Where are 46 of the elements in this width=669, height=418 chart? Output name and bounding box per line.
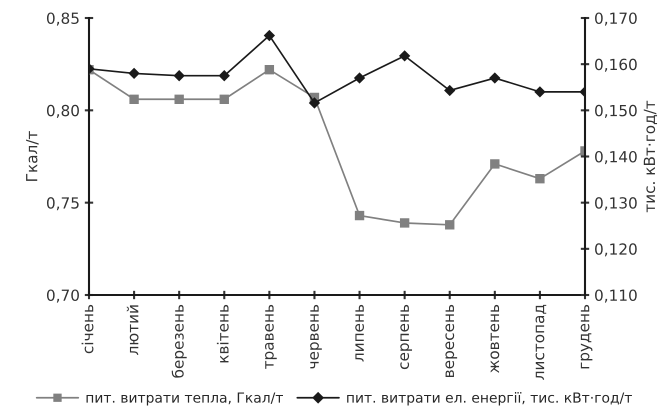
point xyxy=(129,94,139,104)
point xyxy=(535,174,545,184)
point xyxy=(354,210,364,220)
y2-tick-label: 0,110 xyxy=(595,289,637,303)
point xyxy=(264,65,274,74)
y-tick-label: 0,80 xyxy=(46,104,79,118)
y2-tick-label: 0,170 xyxy=(595,12,637,26)
x-tick-label: квітень xyxy=(216,304,229,362)
y2-tick-label: 0,120 xyxy=(595,243,637,256)
x-tick-label: лютий xyxy=(126,305,139,355)
point xyxy=(128,68,140,79)
y2-tick-label: 0,160 xyxy=(595,58,637,72)
x-tick-label: листопад xyxy=(536,304,546,380)
point xyxy=(264,30,275,41)
y2-tick-label: 0,140 xyxy=(595,150,637,164)
point xyxy=(174,94,184,104)
point xyxy=(174,70,185,82)
y-tick-label: 0,85 xyxy=(46,12,79,26)
y-tick-label: 0,70 xyxy=(46,289,79,303)
y-tick-label: 0,75 xyxy=(46,197,79,210)
x-tick-label: червень xyxy=(310,304,322,368)
point xyxy=(309,98,320,108)
y2-tick-label: 0,150 xyxy=(595,104,637,118)
x-tick-label: вересень xyxy=(445,304,458,377)
x-tick-label: березень xyxy=(172,304,187,378)
point xyxy=(220,94,229,104)
x-tick-label: січень xyxy=(82,304,94,354)
point xyxy=(490,159,500,169)
x-tick-label: грудень xyxy=(580,304,592,368)
point xyxy=(445,220,454,230)
y2-axis-title: тис. кВт·год/т xyxy=(644,100,658,212)
point xyxy=(218,70,230,82)
point xyxy=(444,85,456,96)
x-tick-label: травень xyxy=(265,304,277,369)
x-tick-label: липень xyxy=(355,304,364,362)
point xyxy=(354,72,365,84)
legend-label: пит. витрати тепла, Гкал/т xyxy=(86,392,283,406)
x-tick-label: серпень xyxy=(400,304,412,370)
point xyxy=(489,72,500,84)
point xyxy=(534,86,546,98)
x-tick-label: жовтень xyxy=(490,304,500,373)
point xyxy=(400,218,410,228)
y-axis-title: Гкал/т xyxy=(26,131,39,181)
y2-tick-label: 0,130 xyxy=(595,197,637,210)
point xyxy=(399,50,410,62)
legend-label: пит. витрати ел. енергії, тис. кВт·год/т xyxy=(347,392,632,406)
